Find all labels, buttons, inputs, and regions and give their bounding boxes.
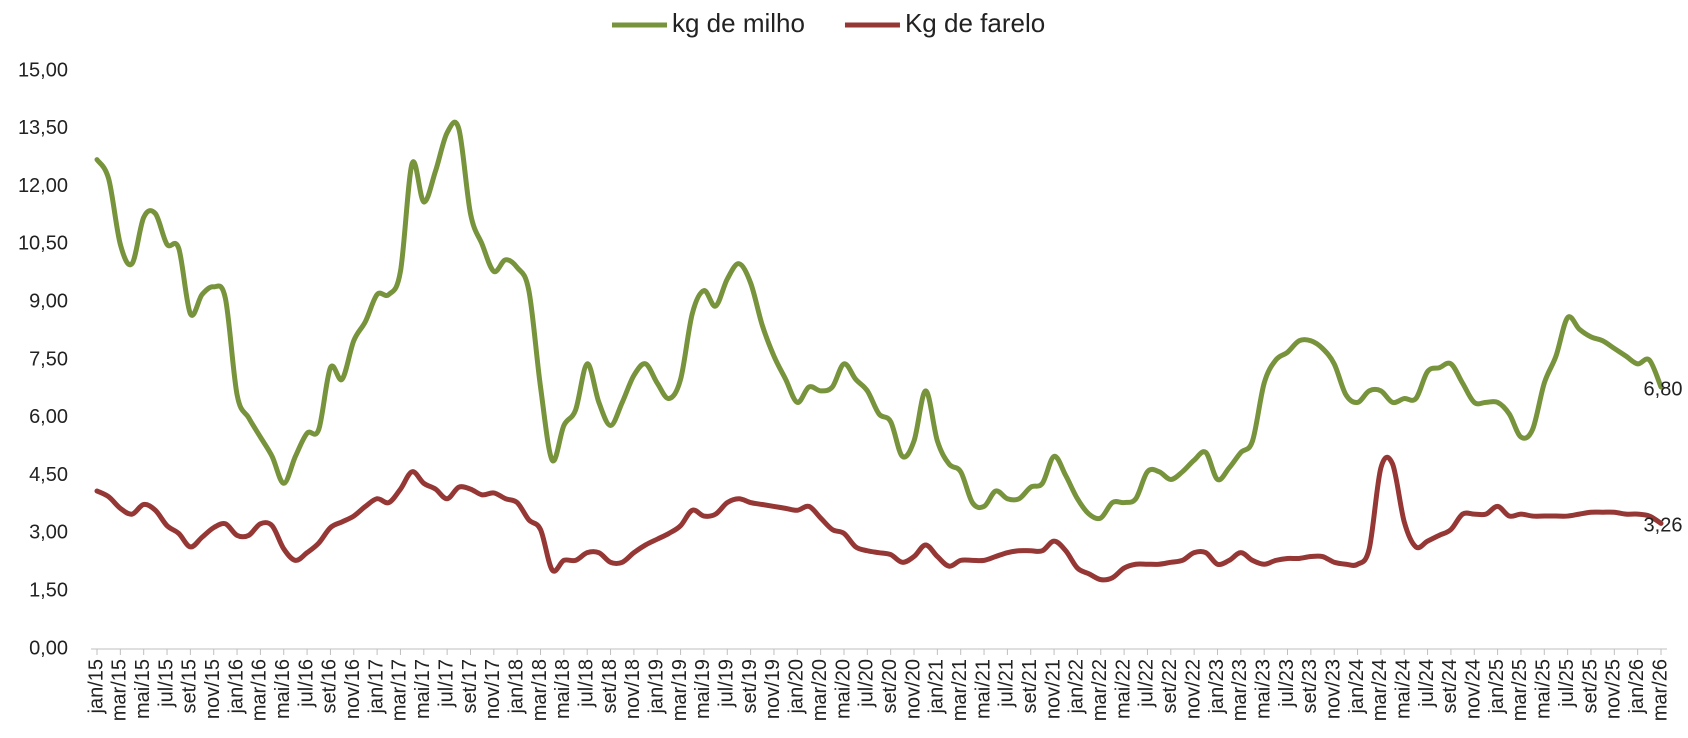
- x-tick-label: set/22: [1159, 659, 1181, 713]
- x-tick-label: mai/20: [832, 659, 854, 719]
- x-tick-label: mai/23: [1252, 659, 1274, 719]
- x-tick-label: mai/17: [412, 659, 434, 719]
- y-tick-label: 9,00: [29, 290, 68, 312]
- x-tick-label: set/17: [459, 659, 481, 713]
- y-tick-label: 7,50: [29, 348, 68, 370]
- x-tick-label: nov/15: [202, 659, 224, 719]
- x-tick-label: mai/25: [1533, 659, 1555, 719]
- x-tick-label: nov/19: [762, 659, 784, 719]
- x-tick-label: mar/25: [1509, 659, 1531, 721]
- x-tick-label: mai/21: [972, 659, 994, 719]
- x-tick-label: jul/15: [155, 659, 177, 708]
- y-tick-label: 4,50: [29, 464, 68, 486]
- x-tick-label: set/15: [179, 659, 201, 713]
- x-tick-label: jan/20: [786, 659, 808, 715]
- y-tick-label: 13,50: [18, 117, 68, 139]
- x-tick-label: jul/16: [295, 659, 317, 708]
- x-tick-label: set/16: [319, 659, 341, 713]
- x-tick-label: mar/17: [389, 659, 411, 721]
- x-tick-label: mar/16: [249, 659, 271, 721]
- x-tick-label: mar/19: [669, 659, 691, 721]
- x-tick-label: set/19: [739, 659, 761, 713]
- y-tick-label: 1,50: [29, 579, 68, 601]
- x-tick-label: jan/25: [1486, 659, 1508, 715]
- x-tick-label: nov/24: [1463, 659, 1485, 719]
- x-tick-label: nov/20: [902, 659, 924, 719]
- x-tick-label: set/24: [1439, 659, 1461, 713]
- x-tick-label: nov/25: [1603, 659, 1625, 719]
- x-tick-label: jul/18: [575, 659, 597, 708]
- x-tick-label: mar/22: [1089, 659, 1111, 721]
- x-tick-label: nov/18: [622, 659, 644, 719]
- x-tick-label: jan/18: [505, 659, 527, 715]
- x-tick-label: mar/20: [809, 659, 831, 721]
- x-tick-label: jul/17: [435, 659, 457, 708]
- x-tick-label: set/25: [1579, 659, 1601, 713]
- y-tick-label: 12,00: [18, 175, 68, 197]
- x-tick-label: nov/21: [1042, 659, 1064, 719]
- y-tick-label: 10,50: [18, 233, 68, 255]
- x-tick-label: jul/24: [1416, 659, 1438, 708]
- x-tick-label: mai/22: [1112, 659, 1134, 719]
- x-tick-label: set/18: [599, 659, 621, 713]
- x-tick-label: jan/17: [365, 659, 387, 715]
- x-tick-label: mai/16: [272, 659, 294, 719]
- x-tick-label: mai/24: [1393, 659, 1415, 719]
- x-tick-label: set/23: [1299, 659, 1321, 713]
- x-tick-label: mar/21: [949, 659, 971, 721]
- x-tick-label: mar/24: [1369, 659, 1391, 721]
- x-tick-label: mar/15: [109, 659, 131, 721]
- data-label: 6,80: [1644, 378, 1683, 400]
- x-tick-label: set/21: [1019, 659, 1041, 713]
- x-tick-label: jan/26: [1626, 659, 1648, 715]
- x-tick-label: mar/23: [1229, 659, 1251, 721]
- series-line: [94, 119, 1664, 522]
- legend: kg de milho Kg de farelo: [612, 8, 1045, 38]
- x-tick-label: nov/23: [1322, 659, 1344, 719]
- x-tick-label: jan/16: [225, 659, 247, 715]
- x-tick-label: set/20: [879, 659, 901, 713]
- y-tick-label: 0,00: [29, 637, 68, 659]
- y-tick-label: 6,00: [29, 406, 68, 428]
- x-tick-label: jul/19: [716, 659, 738, 708]
- legend-label: Kg de farelo: [905, 8, 1045, 38]
- x-tick-label: jul/22: [1136, 659, 1158, 708]
- y-tick-label: 15,00: [18, 59, 68, 81]
- x-tick-label: jan/23: [1206, 659, 1228, 715]
- x-tick-label: jan/22: [1066, 659, 1088, 715]
- y-tick-label: 3,00: [29, 522, 68, 544]
- x-tick-label: jan/24: [1346, 659, 1368, 715]
- x-tick-label: mai/18: [552, 659, 574, 719]
- x-tick-label: jan/15: [85, 659, 107, 715]
- legend-label: kg de milho: [672, 8, 805, 38]
- x-tick-label: jul/25: [1556, 659, 1578, 708]
- x-tick-label: mar/18: [529, 659, 551, 721]
- x-tick-label: jul/20: [856, 659, 878, 708]
- series-line: [94, 454, 1664, 583]
- x-tick-label: nov/16: [342, 659, 364, 719]
- x-tick-label: jan/21: [926, 659, 948, 715]
- x-tick-label: jan/19: [646, 659, 668, 715]
- x-tick-label: jul/21: [996, 659, 1018, 708]
- x-tick-label: jul/23: [1276, 659, 1298, 708]
- x-tick-label: nov/22: [1182, 659, 1204, 719]
- x-tick-label: mai/19: [692, 659, 714, 719]
- x-tick-label: mai/15: [132, 659, 154, 719]
- x-tick-label: mar/26: [1649, 659, 1671, 721]
- x-tick-label: nov/17: [482, 659, 504, 719]
- data-label: 3,26: [1644, 515, 1683, 537]
